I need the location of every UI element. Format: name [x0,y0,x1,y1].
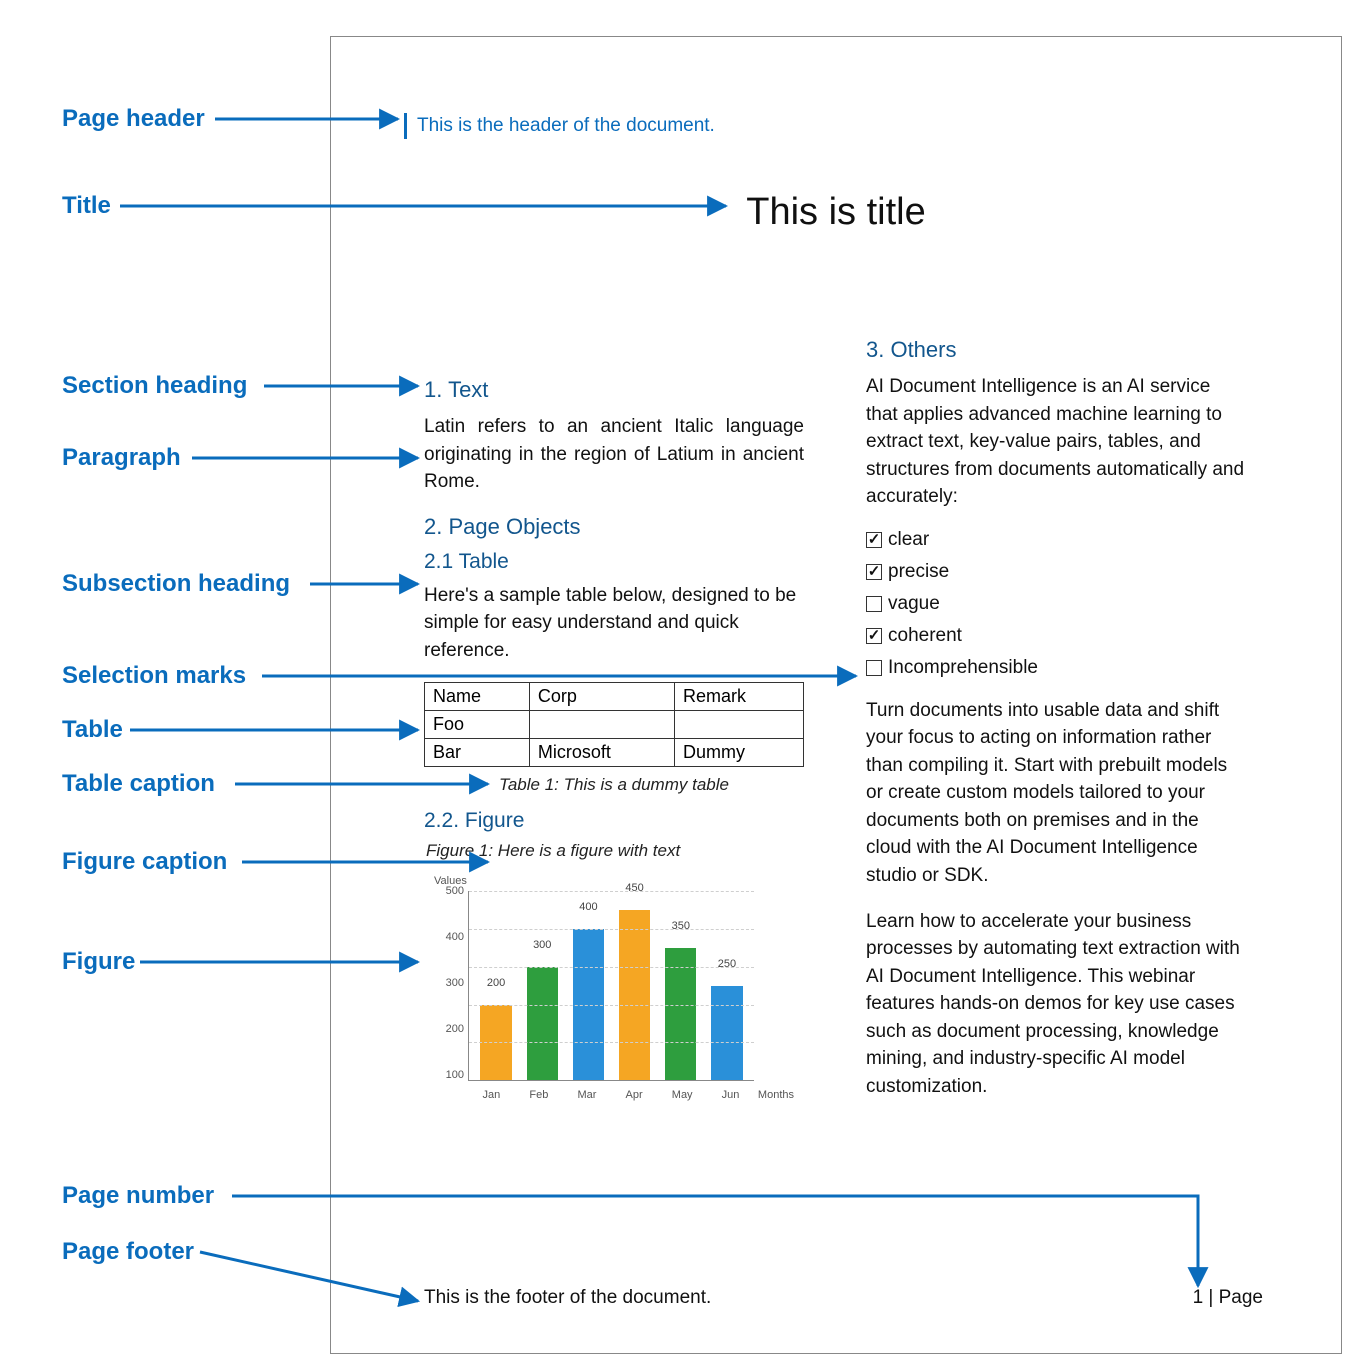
page-number: 1 | Page [1193,1287,1263,1309]
chart-bar-value: 250 [718,958,736,972]
chart-bar-value: 300 [533,939,551,953]
chart-x-title: Months [758,1089,794,1101]
chart-x-tick: Mar [577,1089,596,1101]
chart-bar: 250 [704,891,750,1080]
selection-mark: precise [866,561,1246,583]
legend-page-number: Page number [62,1182,214,1210]
legend-figure-caption: Figure caption [62,848,227,876]
checkbox-checked-icon [866,532,882,548]
legend-table: Table [62,716,123,744]
legend-paragraph: Paragraph [62,444,181,472]
chart-bar: 400 [565,891,611,1080]
bar-chart-figure: Values 200300400450350250 JanFebMarAprMa… [424,875,794,1105]
section-3-heading: 3. Others [866,337,1246,363]
section-2-2-heading: 2.2. Figure [424,809,804,833]
legend-figure: Figure [62,948,135,976]
checkbox-unchecked-icon [866,596,882,612]
right-column: 3. Others AI Document Intelligence is an… [866,337,1246,1118]
page-header: This is the header of the document. [404,113,715,139]
chart-x-ticks: Jan Feb Mar Apr May Jun [468,1089,754,1101]
section-1-paragraph: Latin refers to an ancient Italic langua… [424,413,804,496]
chart-bar-value: 400 [579,901,597,915]
selection-mark: Incomprehensible [866,657,1246,679]
checkbox-checked-icon [866,564,882,580]
sample-table: Name Corp Remark Foo Bar Microsoft Dummy [424,682,804,767]
chart-bar-value: 350 [672,920,690,934]
table-cell: Microsoft [529,739,674,767]
chart-bar-value: 200 [487,977,505,991]
diagram-canvas: Page header Title Section heading Paragr… [0,0,1352,1362]
legend-title: Title [62,192,111,220]
header-accent-rule [404,113,407,139]
table-row: Bar Microsoft Dummy [425,739,804,767]
selection-mark-label: Incomprehensible [888,657,1038,679]
section-2-1-heading: 2.1 Table [424,550,804,574]
table-cell: Bar [425,739,530,767]
section-3-paragraph-2: Turn documents into usable data and shif… [866,697,1246,890]
selection-mark-label: vague [888,593,940,615]
table-col-0: Name [425,683,530,711]
legend-page-footer: Page footer [62,1238,194,1266]
legend-table-caption: Table caption [62,770,215,798]
chart-bar-value: 450 [625,882,643,896]
page-footer-row: This is the footer of the document. 1 | … [424,1287,1263,1309]
chart-x-tick: Jan [483,1089,501,1101]
selection-mark: vague [866,593,1246,615]
page-header-text: This is the header of the document. [417,115,715,137]
document-title: This is title [331,191,1341,234]
chart-y-tick: 300 [438,977,464,989]
chart-bar: 450 [612,891,658,1080]
table-cell [674,711,803,739]
chart-plot-area: 200 300 400 450 350 250 [468,891,754,1081]
page-footer-text: This is the footer of the document. [424,1287,711,1309]
legend-page-header: Page header [62,105,205,133]
left-column: 1. Text Latin refers to an ancient Itali… [424,377,804,1105]
section-1-heading: 1. Text [424,377,804,403]
table-row: Foo [425,711,804,739]
table-header-row: Name Corp Remark [425,683,804,711]
table-cell: Dummy [674,739,803,767]
selection-marks-group: clear precise vague coherent Incomprehensibl… [866,529,1246,679]
chart-x-tick: Feb [529,1089,548,1101]
section-2-heading: 2. Page Objects [424,514,804,540]
table-col-2: Remark [674,683,803,711]
section-3-paragraph-1: AI Document Intelligence is an AI servic… [866,373,1246,511]
chart-x-tick: May [672,1089,693,1101]
selection-mark-label: clear [888,529,929,551]
chart-y-tick: 500 [438,885,464,897]
table-cell: Foo [425,711,530,739]
legend-subsection-heading: Subsection heading [62,570,290,598]
selection-mark-label: coherent [888,625,962,647]
checkbox-checked-icon [866,628,882,644]
chart-bar: 350 [658,891,704,1080]
table-caption: Table 1: This is a dummy table [424,775,804,795]
section-3-paragraph-3: Learn how to accelerate your business pr… [866,908,1246,1101]
table-col-1: Corp [529,683,674,711]
checkbox-unchecked-icon [866,660,882,676]
selection-mark: coherent [866,625,1246,647]
chart-bar: 200 [473,891,519,1080]
selection-mark-label: precise [888,561,949,583]
chart-y-tick: 200 [438,1023,464,1035]
chart-x-tick: Apr [626,1089,643,1101]
selection-mark: clear [866,529,1246,551]
legend-section-heading: Section heading [62,372,247,400]
legend-selection-marks: Selection marks [62,662,246,690]
section-2-1-paragraph: Here's a sample table below, designed to… [424,582,804,665]
chart-x-tick: Jun [722,1089,740,1101]
table-cell [529,711,674,739]
document-page: This is the header of the document. This… [330,36,1342,1354]
figure-caption: Figure 1: Here is a figure with text [426,841,804,861]
chart-bar: 300 [519,891,565,1080]
chart-y-tick: 100 [438,1069,464,1081]
chart-y-tick: 400 [438,931,464,943]
